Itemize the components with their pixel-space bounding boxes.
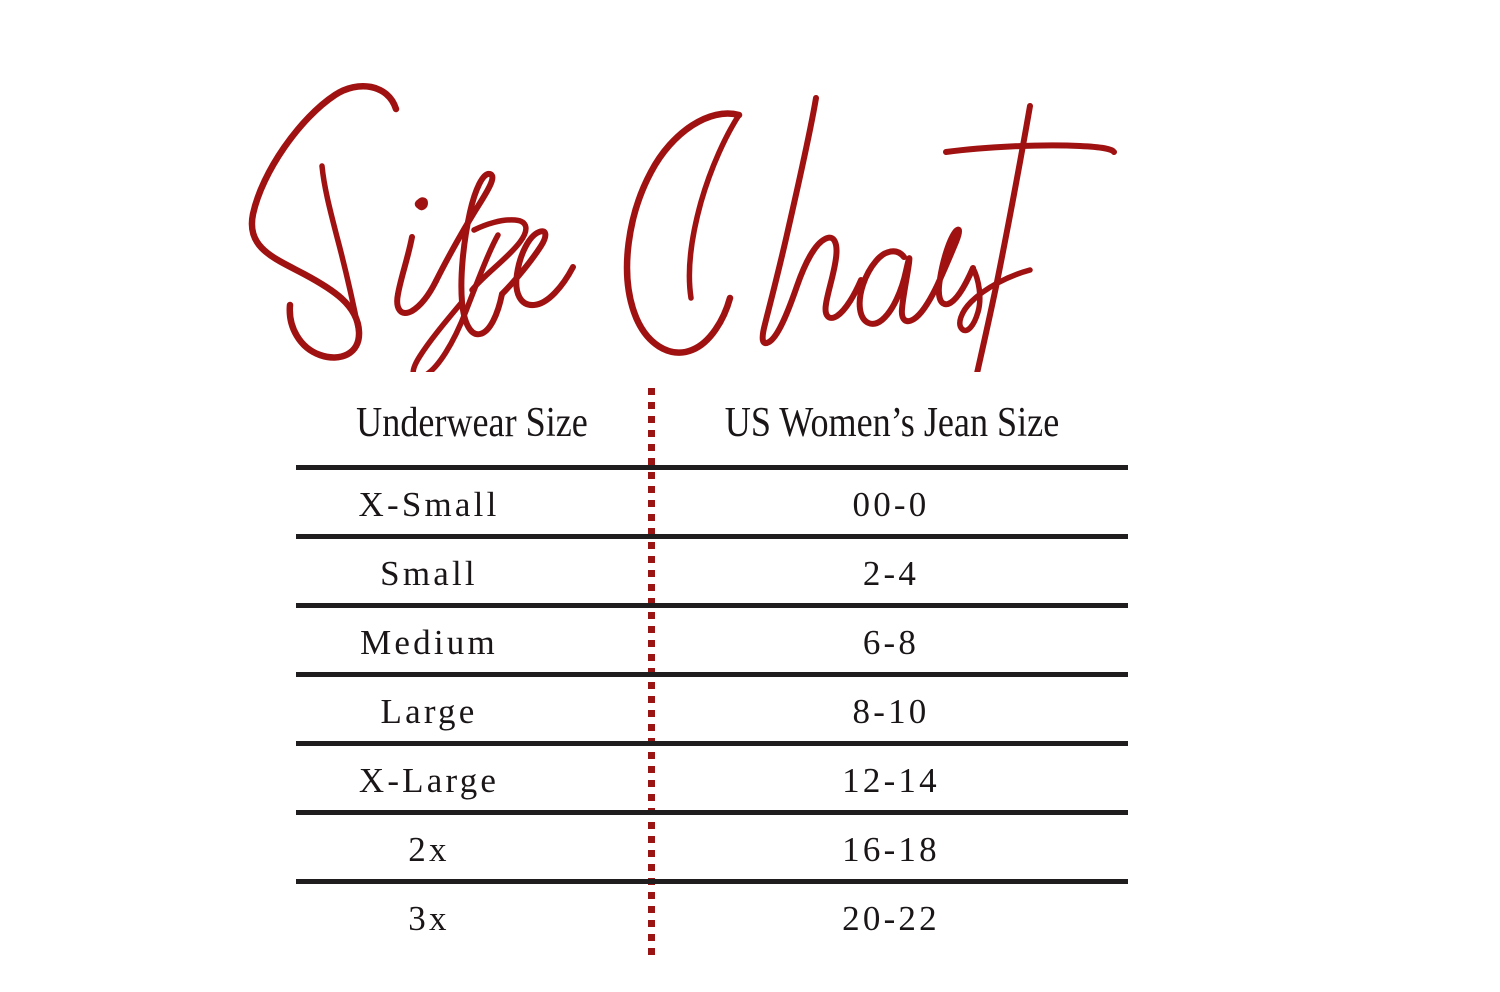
cell-underwear-size: X-Small [358,485,500,524]
table-row: X-Large 12-14 [296,746,1128,815]
cell-jean-size: 2-4 [862,554,920,593]
cell-underwear-size: Large [380,692,478,731]
column-header-underwear-size: Underwear Size [356,400,588,446]
table-row: Small 2-4 [296,539,1128,608]
table-row: X-Small 00-0 [296,470,1128,539]
cell-underwear-size: Medium [360,623,498,662]
table-row: 3x 20-22 [296,884,1128,953]
column-header-jean-size: US Women’s Jean Size [724,400,1060,446]
size-chart-table: Underwear Size US Women’s Jean Size X-Sm… [296,388,1128,960]
cell-underwear-size: 2x [408,830,450,869]
size-chart-script-title-icon [248,83,1117,372]
table-header-row: Underwear Size US Women’s Jean Size [296,388,1128,465]
cell-jean-size: 20-22 [842,899,940,938]
table-row: 2x 16-18 [296,815,1128,884]
cell-jean-size: 00-0 [852,485,930,524]
cell-jean-size: 12-14 [842,761,940,800]
cell-underwear-size: 3x [408,899,450,938]
table-row: Large 8-10 [296,677,1128,746]
page-title: Size Chart [240,62,1130,372]
cell-jean-size: 16-18 [842,830,940,869]
cell-jean-size: 8-10 [852,692,930,731]
cell-underwear-size: X-Large [358,761,500,800]
cell-jean-size: 6-8 [862,623,920,662]
table-row: Medium 6-8 [296,608,1128,677]
table-body: X-Small 00-0 Small 2-4 Medium 6-8 Large 8-10 X-L… [296,388,1128,960]
cell-underwear-size: Small [380,554,478,593]
